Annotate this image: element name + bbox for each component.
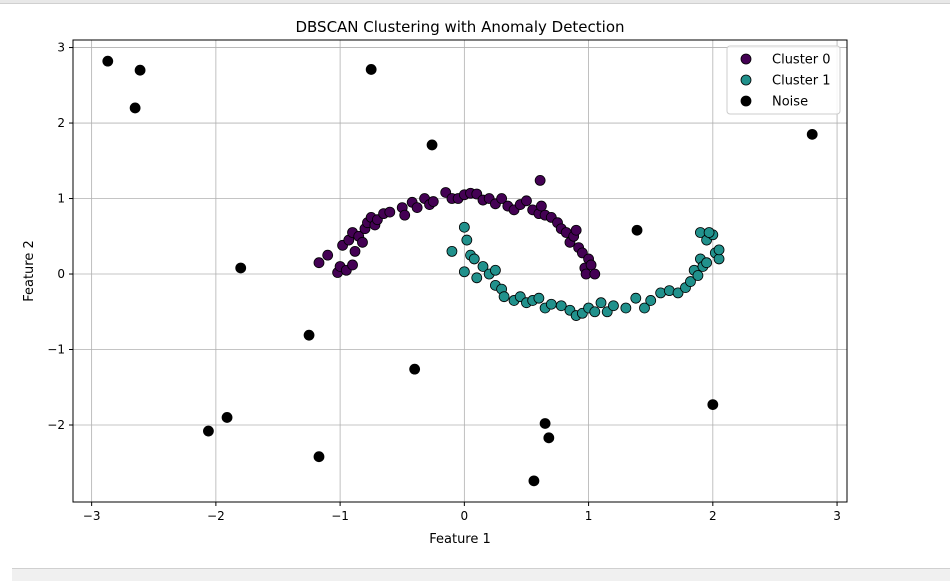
point-cluster-1: [672, 287, 684, 299]
point-cluster-1: [645, 295, 657, 306]
x-tick-label: −3: [83, 509, 101, 523]
point-cluster-1: [471, 272, 483, 284]
point-cluster-1: [458, 266, 470, 278]
plot-frame: [72, 39, 848, 503]
point-noise: [221, 412, 233, 423]
point-cluster-1: [701, 257, 713, 269]
point-noise: [313, 451, 325, 463]
point-cluster-1: [713, 244, 725, 256]
point-noise: [631, 224, 643, 236]
point-cluster-1: [630, 292, 642, 304]
horizontal-scrollbar[interactable]: [12, 568, 950, 581]
point-cluster-0: [411, 202, 423, 213]
point-cluster-0: [521, 195, 532, 207]
point-cluster-1: [595, 297, 607, 309]
chart-title: DBSCAN Clustering with Anomaly Detection: [295, 18, 624, 36]
x-axis-label: Feature 1: [429, 532, 491, 547]
point-cluster-0: [535, 200, 547, 212]
point-noise: [365, 64, 377, 75]
legend-label: Cluster 0: [772, 53, 831, 68]
point-noise: [203, 425, 214, 437]
point-noise: [543, 432, 555, 444]
x-tick-label: −1: [331, 509, 349, 523]
point-cluster-1: [685, 276, 696, 287]
y-tick-label: −1: [47, 343, 65, 357]
point-noise: [528, 475, 540, 487]
point-cluster-1: [477, 261, 489, 272]
point-cluster-1: [468, 253, 480, 265]
point-cluster-1: [458, 221, 470, 233]
legend-box: [726, 45, 841, 115]
point-cluster-0: [570, 224, 582, 236]
point-cluster-0: [496, 193, 508, 204]
legend-marker: [740, 74, 752, 86]
point-cluster-1: [461, 234, 473, 246]
point-noise: [409, 363, 421, 375]
x-tick-label: −2: [207, 509, 225, 523]
point-noise: [539, 418, 551, 429]
point-cluster-1: [446, 245, 458, 257]
point-cluster-0: [384, 206, 396, 218]
point-cluster-0: [349, 245, 361, 257]
x-tick-label: 1: [585, 509, 593, 523]
point-cluster-1: [555, 300, 567, 312]
point-cluster-1: [703, 227, 715, 238]
point-cluster-0: [357, 236, 368, 248]
point-cluster-0: [534, 175, 546, 186]
y-tick-label: 0: [57, 267, 65, 281]
point-noise: [102, 55, 114, 67]
point-cluster-1: [589, 306, 601, 318]
window-top-bar: [0, 0, 950, 4]
point-cluster-1: [533, 292, 545, 304]
point-cluster-0: [322, 249, 334, 261]
point-noise: [707, 399, 719, 411]
x-tick-label: 0: [461, 509, 469, 523]
point-noise: [129, 102, 141, 114]
y-tick-label: 3: [57, 41, 65, 55]
legend-label: Cluster 1: [772, 74, 831, 89]
point-cluster-0: [399, 209, 411, 221]
point-cluster-0: [347, 259, 358, 271]
point-cluster-0: [427, 196, 439, 207]
legend-marker: [740, 95, 752, 107]
point-cluster-0: [589, 268, 601, 280]
point-cluster-1: [639, 302, 650, 314]
point-noise: [303, 329, 315, 341]
point-noise: [806, 128, 818, 140]
point-cluster-1: [713, 253, 725, 265]
y-axis-label: Feature 2: [22, 240, 37, 302]
y-tick-label: 2: [57, 116, 65, 130]
legend-marker: [740, 53, 752, 65]
point-cluster-1: [545, 298, 557, 310]
x-tick-label: 2: [709, 509, 717, 523]
point-noise: [426, 139, 438, 151]
point-noise: [134, 64, 146, 76]
point-noise: [235, 262, 247, 274]
point-cluster-1: [692, 270, 704, 281]
data-points: [102, 55, 818, 487]
y-tick-label: 1: [57, 192, 65, 206]
legend: Cluster 0 Cluster 1 Noise: [726, 45, 841, 115]
point-cluster-1: [490, 264, 501, 276]
point-cluster-0: [585, 259, 597, 271]
ticks: −3 −2 −1 0 1 2 3 −2 −1 0 1 2 3: [47, 41, 841, 523]
point-cluster-1: [498, 291, 510, 303]
y-tick-label: −2: [47, 418, 65, 432]
point-cluster-1: [608, 300, 619, 312]
legend-label: Noise: [772, 95, 808, 110]
point-cluster-1: [620, 302, 632, 314]
x-tick-label: 3: [833, 509, 841, 523]
point-cluster-0: [313, 257, 325, 269]
